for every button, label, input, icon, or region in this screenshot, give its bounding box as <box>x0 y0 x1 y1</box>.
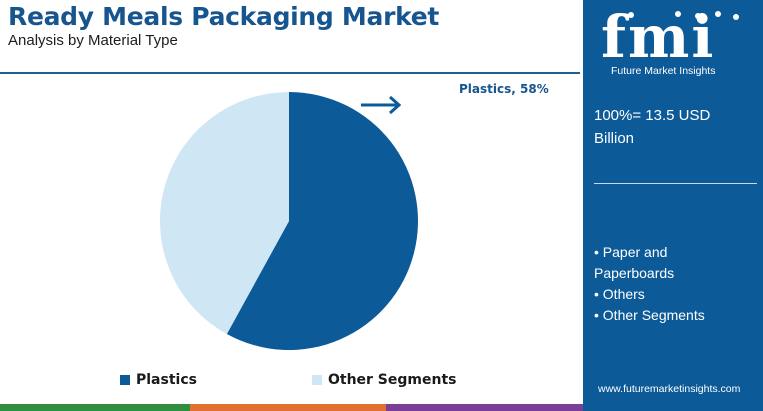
legend-label-plastics: Plastics <box>136 372 197 388</box>
legend-swatch-plastics <box>120 375 130 385</box>
plastics-slice-label: Plastics, 58% <box>459 82 549 96</box>
legend-label-other-segments: Other Segments <box>327 372 457 388</box>
legend-swatch-other-segments <box>311 375 322 385</box>
strip-green <box>0 404 190 411</box>
market-total: 100%= 13.5 USD Billion <box>594 107 711 147</box>
pie-slice-other-segments <box>160 92 289 335</box>
logo-caption: Future Market Insights <box>611 65 716 77</box>
list-item: • Paper and Paperboards <box>594 244 675 281</box>
website-link[interactable]: www.futuremarketinsights.com <box>598 383 741 395</box>
list-item: • Others <box>594 286 645 302</box>
side-divider <box>594 183 757 184</box>
chart-subtitle: Analysis by Material Type <box>8 32 178 49</box>
header-divider <box>0 72 580 74</box>
logo-letters: fmi <box>601 3 716 71</box>
chart-title: Ready Meals Packaging Market <box>8 2 440 31</box>
info-side-panel: fmi Future Market Insights 100%= 13.5 US… <box>583 0 763 411</box>
arrow-right-icon <box>361 95 402 115</box>
pie-chart <box>160 92 419 350</box>
pie-slices <box>160 92 419 350</box>
list-item: • Other Segments <box>594 307 705 323</box>
strip-purple <box>386 404 583 411</box>
legend-item-plastics: Plastics <box>120 372 197 388</box>
pie-slice-plastics <box>226 92 419 350</box>
chart-legend: Plastics Other Segments <box>120 372 456 388</box>
logo-figures-icon <box>628 11 739 20</box>
legend-item-other-segments: Other Segments <box>311 372 457 388</box>
bottom-color-strip <box>0 404 583 411</box>
strip-orange <box>190 404 386 411</box>
other-segments-list: • Paper and Paperboards • Others • Other… <box>594 242 744 326</box>
